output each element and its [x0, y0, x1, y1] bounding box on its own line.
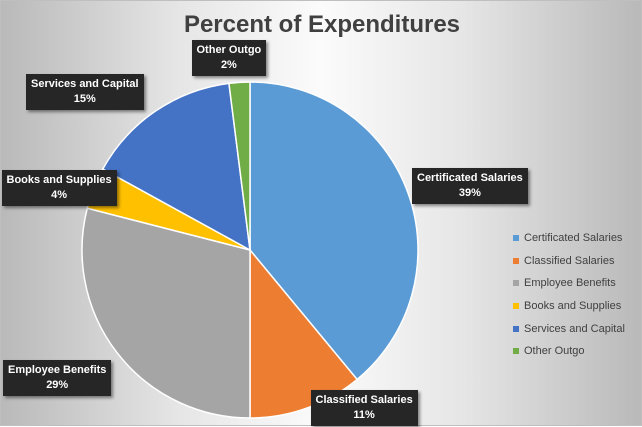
legend-swatch — [513, 235, 519, 242]
data-label-classified-salaries: Classified Salaries 11% — [310, 390, 418, 426]
data-label-value: 39% — [458, 187, 481, 199]
data-label-books-and-supplies: Books and Supplies 4% — [1, 170, 117, 206]
legend-item-classified-salaries: Classified Salaries — [513, 250, 625, 273]
legend-item-employee-benefits: Employee Benefits — [513, 272, 625, 295]
data-label-value: 29% — [46, 379, 69, 391]
data-label-value: 2% — [220, 59, 237, 71]
data-label-category: Services and Capital — [31, 78, 139, 90]
data-label-category: Certificated Salaries — [417, 172, 523, 184]
chart-title: Percent of Expenditures — [183, 11, 461, 38]
legend-swatch — [513, 348, 519, 355]
legend-swatch — [513, 280, 519, 287]
legend-item-books-and-supplies: Books and Supplies — [513, 295, 625, 318]
data-label-other-outgo: Other Outgo 2% — [191, 40, 267, 76]
legend-item-services-and-capital: Services and Capital — [513, 317, 625, 340]
data-label-category: Books and Supplies — [6, 174, 112, 186]
legend-swatch — [513, 257, 519, 264]
legend-label: Other Outgo — [524, 345, 585, 358]
pie-slice-employee-benefits — [81, 207, 251, 419]
pie-slice-certificated-salaries — [249, 81, 419, 381]
pie-slice-other-outgo — [228, 81, 251, 251]
pie-slice-services-and-capital — [101, 82, 251, 252]
data-label-services-and-capital: Services and Capital 15% — [26, 74, 144, 110]
legend-label: Books and Supplies — [524, 300, 622, 313]
legend-label: Employee Benefits — [524, 277, 616, 290]
data-label-value: 11% — [353, 409, 375, 421]
data-label-category: Other Outgo — [196, 44, 262, 56]
legend-label: Services and Capital — [524, 322, 625, 335]
legend-label: Classified Salaries — [524, 254, 615, 267]
legend-swatch — [513, 303, 519, 310]
legend-swatch — [513, 325, 519, 332]
data-label-certificated-salaries: Certificated Salaries 39% — [412, 168, 528, 204]
data-label-employee-benefits: Employee Benefits 29% — [3, 360, 112, 396]
legend-item-certificated-salaries: Certificated Salaries — [513, 227, 625, 250]
legend-label: Certificated Salaries — [524, 232, 623, 245]
data-label-category: Employee Benefits — [8, 364, 107, 376]
data-label-value: 15% — [73, 93, 96, 105]
pie-slice-classified-salaries — [249, 247, 359, 419]
data-label-value: 4% — [51, 189, 68, 201]
data-label-category: Classified Salaries — [315, 394, 413, 406]
legend-item-other-outgo: Other Outgo — [513, 340, 625, 363]
legend: Certificated Salaries Classified Salaries… — [513, 227, 625, 363]
